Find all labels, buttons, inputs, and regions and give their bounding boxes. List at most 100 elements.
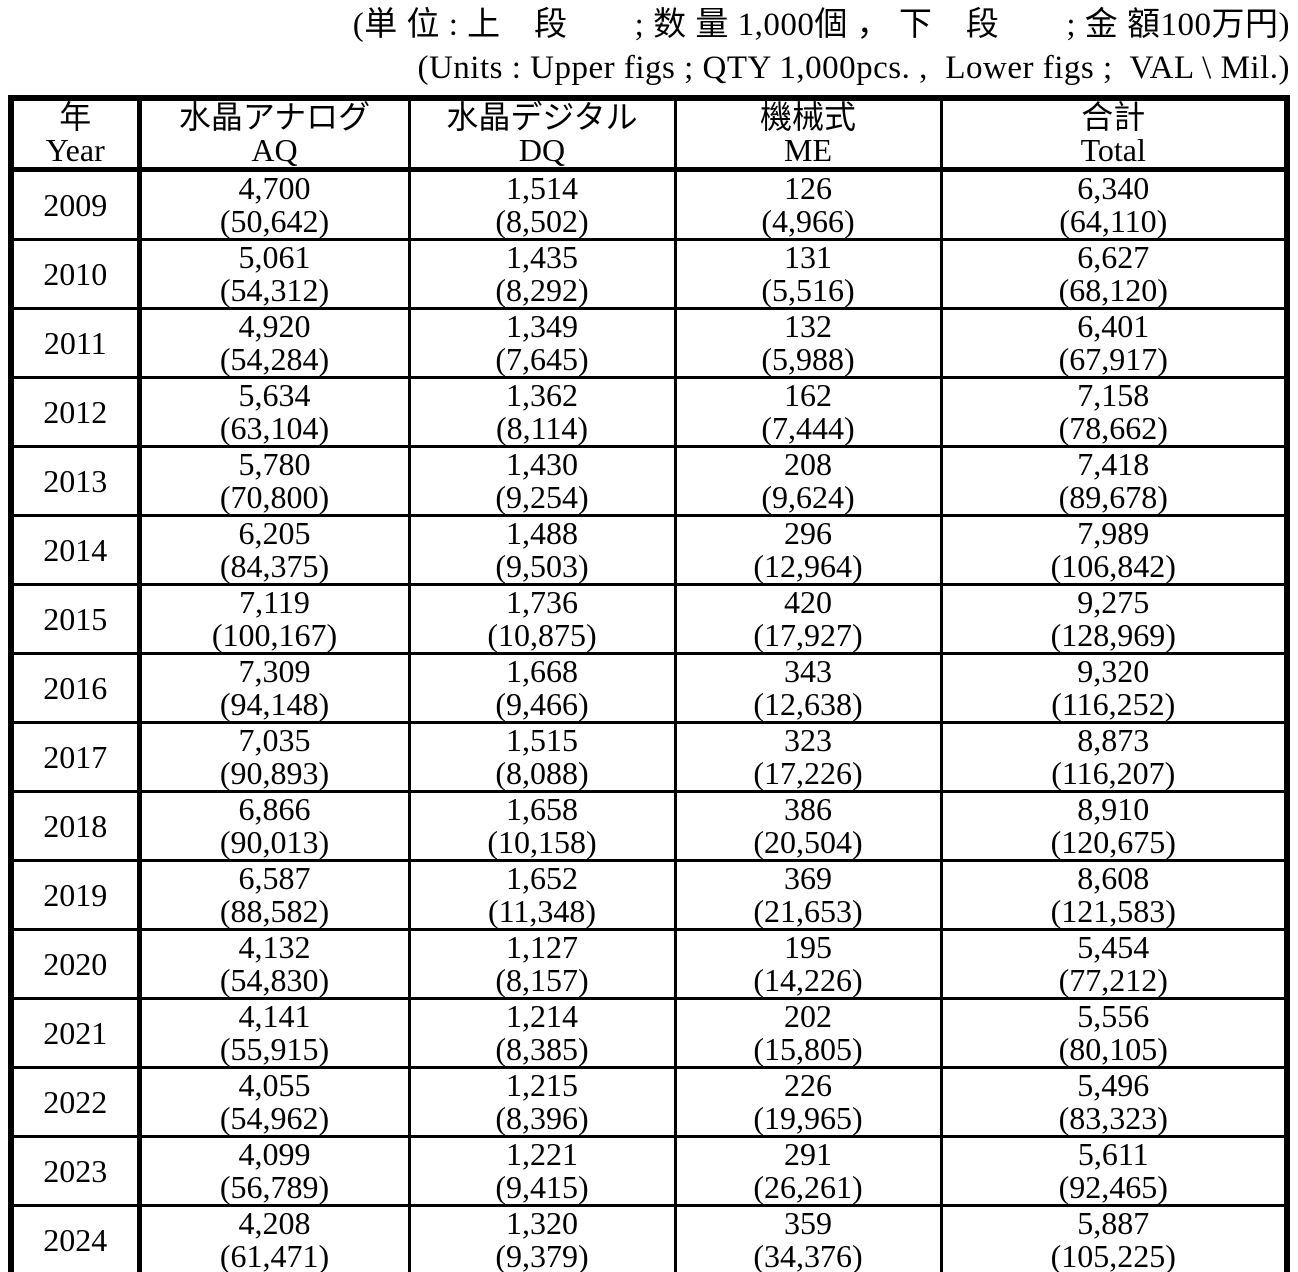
total-val-value: (105,225) xyxy=(1050,1238,1176,1272)
units-notes: (単 位 : 上 段 ; 数 量 1,000個 ， 下 段 ; 金 額100万円… xyxy=(8,4,1290,90)
total-val-value: (120,675) xyxy=(1050,824,1176,860)
me-val-value: (12,964) xyxy=(753,548,863,584)
total-val-value: (121,583) xyxy=(1050,893,1176,929)
dq-val-value: (8,385) xyxy=(495,1031,589,1067)
aq-cell: 6,866 (90,013) xyxy=(137,790,411,862)
col-header-me-ja: 機械式 xyxy=(759,99,856,135)
table-row: 2021 4,141 (55,915) 1,214 (8,385) 202 (15,805)… xyxy=(9,997,1289,1069)
total-qty-value: 8,910 xyxy=(1077,791,1150,827)
dq-val-value: (7,645) xyxy=(495,341,589,377)
me-qty-value: 208 xyxy=(784,446,832,482)
me-val-value: (5,516) xyxy=(761,272,855,308)
total-qty-value: 8,873 xyxy=(1077,722,1150,758)
total-val-value: (80,105) xyxy=(1058,1031,1168,1067)
watch-production-table: 年 Year 水晶アナログ AQ 水晶デジタル DQ 機械式 ME 合計 T xyxy=(8,95,1290,1272)
aq-qty-value: 4,208 xyxy=(238,1205,311,1241)
aq-cell: 5,634 (63,104) xyxy=(137,376,411,448)
year-cell: 2013 xyxy=(9,445,142,517)
total-qty-value: 5,887 xyxy=(1077,1205,1150,1241)
aq-cell: 6,587 (88,582) xyxy=(137,859,411,931)
total-qty-value: 5,611 xyxy=(1077,1136,1149,1172)
me-qty-value: 195 xyxy=(784,929,832,965)
total-cell: 7,989 (106,842) xyxy=(939,514,1289,586)
aq-cell: 7,119 (100,167) xyxy=(137,583,411,655)
aq-qty-value: 6,205 xyxy=(238,515,311,551)
table-row: 2010 5,061 (54,312) 1,435 (8,292) 131 (5,516) 6… xyxy=(9,238,1289,310)
total-cell: 5,556 (80,105) xyxy=(939,997,1289,1069)
me-qty-value: 131 xyxy=(784,239,832,275)
total-qty-value: 5,454 xyxy=(1077,929,1150,965)
year-cell: 2020 xyxy=(9,928,142,1000)
year-cell: 2015 xyxy=(9,583,142,655)
me-qty-value: 369 xyxy=(784,860,832,896)
aq-val-value: (84,375) xyxy=(219,548,330,584)
aq-val-value: (50,642) xyxy=(219,203,330,239)
me-val-value: (21,653) xyxy=(753,893,863,929)
dq-qty-value: 1,221 xyxy=(506,1136,578,1172)
year-cell: 2024 xyxy=(9,1204,142,1272)
total-cell: 6,340 (64,110) xyxy=(939,168,1289,241)
total-val-value: (77,212) xyxy=(1058,962,1168,998)
total-qty-value: 5,496 xyxy=(1077,1067,1150,1103)
table-row: 2022 4,055 (54,962) 1,215 (8,396) 226 (19,965)… xyxy=(9,1066,1289,1138)
aq-val-value: (54,962) xyxy=(219,1100,330,1136)
dq-qty-value: 1,658 xyxy=(506,791,578,827)
dq-qty-value: 1,652 xyxy=(506,860,578,896)
aq-val-value: (56,789) xyxy=(219,1169,330,1205)
aq-qty-value: 4,099 xyxy=(238,1136,311,1172)
aq-cell: 4,700 (50,642) xyxy=(137,168,411,241)
total-cell: 5,887 (105,225) xyxy=(939,1204,1289,1272)
me-qty-value: 359 xyxy=(784,1205,832,1241)
dq-val-value: (10,875) xyxy=(487,617,597,653)
total-cell: 8,873 (116,207) xyxy=(939,721,1289,793)
table-row: 2014 6,205 (84,375) 1,488 (9,503) 296 (12,964)… xyxy=(9,514,1289,586)
total-qty-value: 8,608 xyxy=(1077,860,1150,896)
total-cell: 5,611 (92,465) xyxy=(939,1135,1289,1207)
col-header-dq: 水晶デジタル DQ xyxy=(407,96,677,172)
year-cell: 2021 xyxy=(9,997,142,1069)
dq-qty-value: 1,435 xyxy=(506,239,578,275)
me-val-value: (14,226) xyxy=(753,962,863,998)
total-cell: 6,401 (67,917) xyxy=(939,307,1289,379)
me-qty-value: 323 xyxy=(784,722,832,758)
me-cell: 226 (19,965) xyxy=(673,1066,943,1138)
me-qty-value: 296 xyxy=(784,515,832,551)
me-val-value: (19,965) xyxy=(753,1100,863,1136)
dq-qty-value: 1,362 xyxy=(506,377,578,413)
total-qty-value: 5,556 xyxy=(1077,998,1150,1034)
year-cell: 2022 xyxy=(9,1066,142,1138)
aq-qty-value: 4,132 xyxy=(238,929,311,965)
aq-val-value: (61,471) xyxy=(219,1238,330,1272)
col-header-total-ja: 合計 xyxy=(1081,99,1146,135)
dq-val-value: (10,158) xyxy=(487,824,597,860)
me-cell: 296 (12,964) xyxy=(673,514,943,586)
total-qty-value: 6,401 xyxy=(1077,308,1150,344)
me-cell: 195 (14,226) xyxy=(673,928,943,1000)
dq-cell: 1,435 (8,292) xyxy=(407,238,677,310)
col-header-me-en: ME xyxy=(784,132,832,168)
table-row: 2011 4,920 (54,284) 1,349 (7,645) 132 (5,988) 6… xyxy=(9,307,1289,379)
me-val-value: (5,988) xyxy=(761,341,855,377)
year-cell: 2023 xyxy=(9,1135,142,1207)
aq-qty-value: 6,866 xyxy=(238,791,311,827)
col-header-aq: 水晶アナログ AQ xyxy=(137,96,411,172)
aq-cell: 4,099 (56,789) xyxy=(137,1135,411,1207)
dq-val-value: (11,348) xyxy=(487,893,597,929)
aq-val-value: (100,167) xyxy=(211,617,338,653)
total-qty-value: 9,320 xyxy=(1077,653,1150,689)
total-val-value: (92,465) xyxy=(1058,1169,1168,1205)
dq-val-value: (8,396) xyxy=(495,1100,589,1136)
dq-cell: 1,215 (8,396) xyxy=(407,1066,677,1138)
year-cell: 2019 xyxy=(9,859,142,931)
me-qty-value: 386 xyxy=(784,791,832,827)
table-row: 2013 5,780 (70,800) 1,430 (9,254) 208 (9,624) 7… xyxy=(9,445,1289,517)
total-cell: 8,608 (121,583) xyxy=(939,859,1289,931)
aq-val-value: (90,893) xyxy=(219,755,330,791)
total-val-value: (128,969) xyxy=(1050,617,1176,653)
header-row: 年 Year 水晶アナログ AQ 水晶デジタル DQ 機械式 ME 合計 T xyxy=(9,96,1289,172)
total-cell: 7,158 (78,662) xyxy=(939,376,1289,448)
total-qty-value: 9,275 xyxy=(1077,584,1150,620)
total-val-value: (116,207) xyxy=(1051,755,1176,791)
total-val-value: (64,110) xyxy=(1059,203,1168,239)
me-cell: 126 (4,966) xyxy=(673,168,943,241)
